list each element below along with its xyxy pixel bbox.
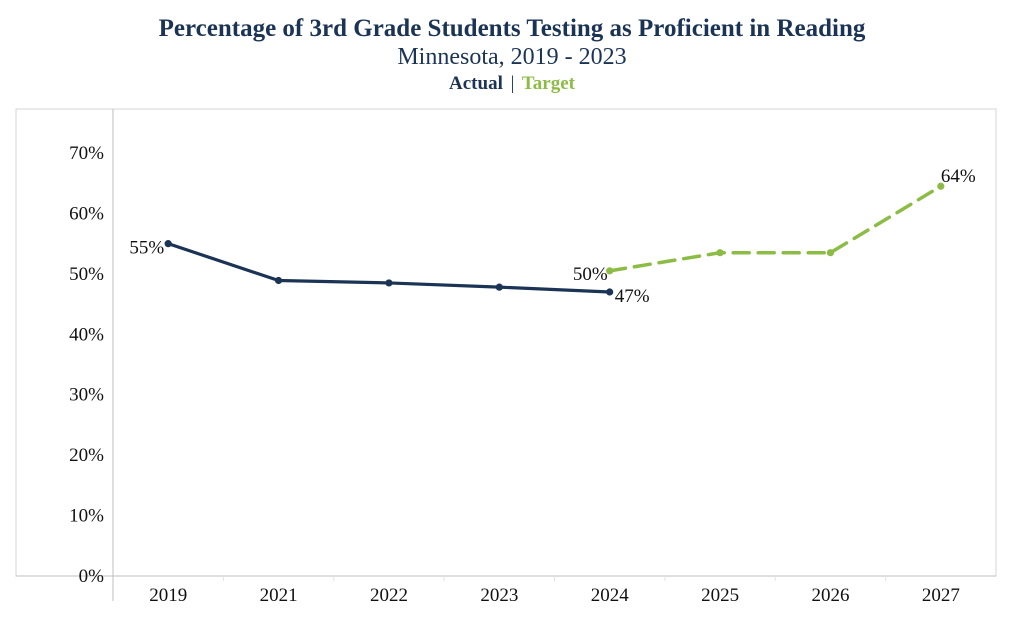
data-point-target xyxy=(606,267,614,275)
plot-area xyxy=(15,108,997,577)
data-point-actual xyxy=(385,279,393,287)
data-label-actual: 55% xyxy=(129,238,164,259)
y-tick-label: 60% xyxy=(69,203,104,224)
chart-title: Percentage of 3rd Grade Students Testing… xyxy=(158,15,866,42)
data-point-actual xyxy=(164,240,172,248)
data-point-target xyxy=(716,249,724,257)
data-label-target: 64% xyxy=(941,166,976,187)
data-point-target xyxy=(937,182,945,190)
data-point-target xyxy=(826,249,835,257)
series-line-target xyxy=(607,184,943,273)
y-tick-label: 30% xyxy=(69,385,104,406)
x-tick-label: 2021 xyxy=(260,585,298,606)
data-point-actual xyxy=(606,288,614,296)
x-tick-label: 2023 xyxy=(480,585,518,606)
legend-target: Target xyxy=(521,73,575,94)
x-tick-label: 2022 xyxy=(370,585,408,606)
title-block: Percentage of 3rd Grade Students Testing… xyxy=(0,14,1024,98)
y-tick-label: 10% xyxy=(69,506,104,527)
y-tick-label: 70% xyxy=(69,143,104,164)
data-label-target: 50% xyxy=(573,264,608,285)
data-label-actual: 47% xyxy=(615,286,650,307)
x-tick-label: 2026 xyxy=(811,585,849,606)
y-tick-label: 20% xyxy=(69,445,104,466)
data-point-actual xyxy=(274,276,283,285)
data-point-actual xyxy=(495,283,503,291)
x-tick-label: 2019 xyxy=(149,585,187,606)
y-tick-label: 40% xyxy=(69,324,104,345)
legend-actual: Actual xyxy=(449,73,503,94)
x-tick-label: 2024 xyxy=(591,585,630,606)
x-tick-label: 2027 xyxy=(922,585,960,606)
y-tick-label: 50% xyxy=(69,264,104,285)
x-tick-label: 2025 xyxy=(701,585,739,606)
legend: Actual | Target xyxy=(0,70,1024,98)
chart-subtitle: Minnesota, 2019 - 2023 xyxy=(397,44,627,70)
legend-separator: | xyxy=(510,73,515,94)
y-tick-label: 0% xyxy=(79,566,105,587)
